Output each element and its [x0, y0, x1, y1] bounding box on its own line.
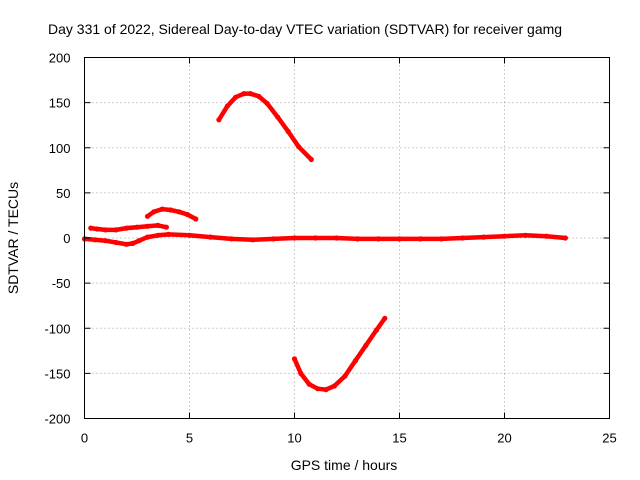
data-point: [184, 211, 190, 218]
data-point: [144, 213, 151, 219]
data-point: [459, 235, 466, 241]
data-point: [224, 103, 230, 109]
data-point: [308, 156, 314, 163]
data-point: [165, 231, 172, 237]
data-point: [396, 236, 403, 242]
data-point: [298, 370, 304, 376]
data-series: [81, 91, 569, 393]
data-point: [163, 224, 169, 230]
series-line: [292, 316, 388, 392]
y-tick-label: 150: [49, 96, 71, 111]
data-point: [296, 144, 302, 150]
data-point: [155, 222, 161, 228]
data-point: [342, 373, 348, 379]
data-point: [256, 93, 262, 99]
axis-ticks: 0 5 10 15 20 25 -200 -150 -100 -50 0 50 100 150 200: [44, 51, 616, 446]
data-point: [241, 91, 247, 97]
data-point: [155, 232, 161, 238]
data-point: [315, 386, 321, 392]
y-tick-label: 0: [63, 231, 70, 246]
data-point: [151, 209, 157, 215]
data-point: [291, 235, 298, 241]
data-point: [186, 232, 193, 238]
data-point: [102, 238, 109, 244]
data-point: [102, 227, 109, 233]
data-point: [562, 235, 569, 241]
data-point: [543, 233, 550, 239]
x-tick-label: 15: [392, 431, 406, 446]
y-tick-label: -200: [44, 412, 70, 427]
data-point: [270, 236, 277, 242]
data-point: [94, 226, 100, 232]
data-point: [275, 114, 281, 120]
data-point: [168, 207, 174, 213]
data-point: [333, 235, 340, 241]
data-point: [228, 236, 235, 242]
data-point: [331, 383, 337, 389]
y-tick-label: 100: [49, 141, 71, 156]
data-point: [323, 387, 329, 393]
data-point: [134, 224, 140, 230]
data-point: [123, 225, 130, 231]
chart-title: Day 331 of 2022, Sidereal Day-to-day VTE…: [48, 21, 562, 37]
data-point: [113, 239, 119, 246]
data-point: [130, 240, 136, 246]
data-point: [123, 241, 130, 247]
data-point: [92, 237, 98, 243]
y-tick-label: -150: [44, 366, 70, 381]
data-point: [501, 233, 508, 239]
x-tick-label: 25: [602, 431, 616, 446]
x-tick-label: 20: [497, 431, 511, 446]
data-point: [354, 236, 361, 242]
data-point: [480, 234, 487, 240]
y-tick-label: 50: [56, 186, 70, 201]
data-point: [373, 327, 379, 333]
x-axis-label: GPS time / hours: [291, 457, 398, 473]
data-point: [88, 225, 94, 231]
data-point: [291, 356, 298, 362]
data-point: [159, 206, 165, 212]
data-point: [144, 234, 151, 240]
y-axis-label: SDTVAR / TECUs: [5, 182, 21, 294]
data-point: [306, 381, 312, 387]
data-point: [207, 234, 214, 240]
x-tick-label: 0: [81, 431, 88, 446]
data-point: [144, 223, 151, 229]
y-tick-label: -50: [52, 276, 71, 291]
data-point: [363, 342, 369, 348]
data-point: [247, 91, 253, 97]
data-point: [417, 236, 424, 242]
x-tick-label: 5: [186, 431, 193, 446]
data-point: [375, 236, 382, 242]
data-point: [176, 209, 182, 215]
data-point: [193, 216, 199, 222]
data-point: [285, 128, 291, 135]
data-point: [522, 232, 529, 238]
data-point: [264, 100, 270, 107]
x-tick-label: 10: [287, 431, 301, 446]
data-point: [312, 235, 319, 241]
data-point: [352, 358, 358, 364]
data-point: [382, 315, 388, 321]
data-point: [113, 227, 119, 233]
y-tick-label: 200: [49, 51, 71, 66]
y-tick-label: -100: [44, 321, 70, 336]
data-point: [249, 237, 256, 243]
data-point: [136, 238, 142, 244]
data-point: [233, 94, 239, 100]
data-point: [216, 117, 222, 123]
data-point: [438, 236, 445, 242]
